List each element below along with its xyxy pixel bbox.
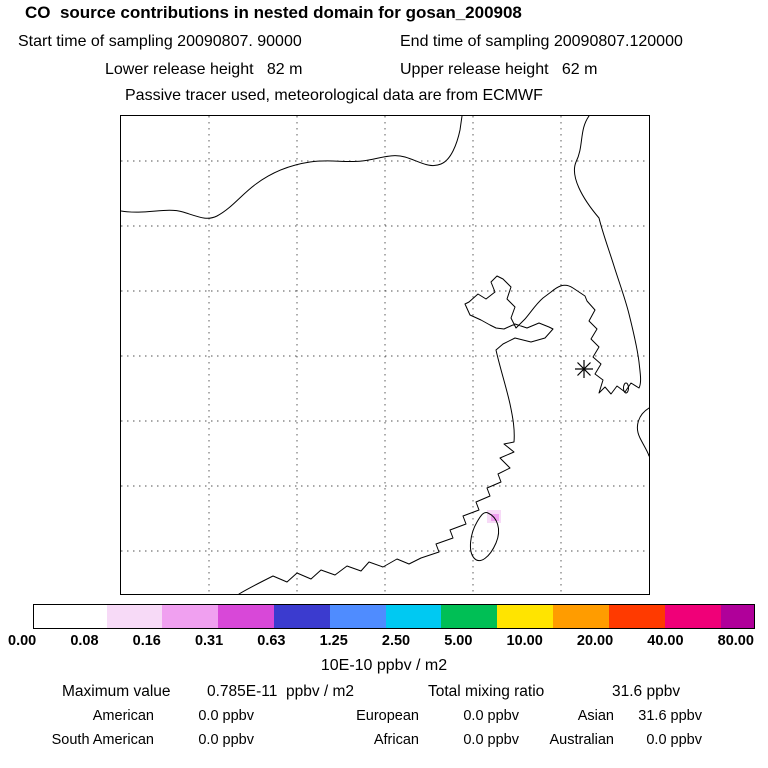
contribution-label: European <box>356 708 419 724</box>
colorbar-tick-label: 5.00 <box>444 633 473 649</box>
contribution-value: 0.0 ppbv <box>463 732 519 748</box>
colorbar-cell <box>274 605 330 628</box>
contribution-value: 0.0 ppbv <box>463 708 519 724</box>
contribution-label: Australian <box>549 732 614 748</box>
kyushu-partial-coast <box>636 407 649 457</box>
end-time-label: End time of sampling 20090807.120000 <box>400 33 683 50</box>
colorbar-cell <box>553 605 609 628</box>
coastline-path <box>238 116 642 594</box>
colorbar-cell <box>218 605 274 628</box>
colorbar-cell <box>385 605 442 628</box>
lower-release-height-label: Lower release height 82 m <box>105 61 303 78</box>
colorbar-cell <box>162 605 219 628</box>
maximum-value-label: Maximum value <box>62 683 171 700</box>
colorbar-tick-labels: 0.00 0.08 0.16 0.31 0.63 1.25 2.50 5.00 10.00 20.… <box>8 633 754 649</box>
colorbar-tick-label: 1.25 <box>319 633 348 649</box>
colorbar-tick-label: 2.50 <box>381 633 411 649</box>
colorbar-tick-label: 0.63 <box>257 633 286 649</box>
colorbar-tick-label: 10.00 <box>506 633 543 649</box>
colorbar-cell <box>106 605 163 628</box>
colorbar-cell <box>608 605 665 628</box>
contributions-grid: American 0.0 ppbv European 0.0 ppbv Asian 31.… <box>36 708 702 748</box>
colorbar-tick-label: 0.31 <box>194 633 224 649</box>
colorbar-cell <box>441 605 498 628</box>
contribution-value: 0.0 ppbv <box>198 708 254 724</box>
colorbar-tick-label: 0.00 <box>8 633 37 649</box>
colorbar-units-label: 10E-10 ppbv / m2 <box>320 657 448 674</box>
colorbar-cell <box>720 605 754 628</box>
colorbar <box>33 604 755 629</box>
contribution-value: 0.0 ppbv <box>646 732 702 748</box>
plot-title: CO source contributions in nested domain… <box>25 3 522 22</box>
colorbar-cell <box>497 605 554 628</box>
colorbar-cell <box>664 605 721 628</box>
colorbar-tick-label: 20.00 <box>576 633 614 649</box>
maximum-value: 0.785E-11 ppbv / m2 <box>207 683 355 700</box>
colorbar-tick-label: 0.08 <box>70 633 99 649</box>
grid-lines <box>121 116 649 594</box>
upper-release-height-label: Upper release height 62 m <box>400 61 598 78</box>
map-panel <box>120 115 650 595</box>
tsushima-island <box>623 382 629 394</box>
map-canvas <box>121 116 649 594</box>
northern-border-line <box>121 116 463 219</box>
colorbar-tick-label: 80.00 <box>717 633 754 649</box>
contribution-label: Asian <box>577 708 614 724</box>
contribution-label: South American <box>51 732 154 748</box>
colorbar-cell <box>34 605 107 628</box>
contribution-value: 31.6 ppbv <box>638 708 702 724</box>
contribution-label: African <box>373 732 419 748</box>
total-mixing-ratio-label: Total mixing ratio <box>428 683 545 700</box>
colorbar-tick-label: 0.16 <box>132 633 161 649</box>
start-time-label: Start time of sampling 20090807. 90000 <box>18 33 302 50</box>
contribution-patch <box>487 510 501 523</box>
taiwan-island <box>469 512 500 562</box>
tracer-info-label: Passive tracer used, meteorological data… <box>125 87 543 104</box>
receptor-marker <box>575 360 593 378</box>
contribution-label: American <box>92 708 154 724</box>
contribution-value: 0.0 ppbv <box>198 732 254 748</box>
total-mixing-ratio-value: 31.6 ppbv <box>612 683 681 700</box>
colorbar-tick-label: 40.00 <box>647 633 684 649</box>
colorbar-cell <box>329 605 386 628</box>
